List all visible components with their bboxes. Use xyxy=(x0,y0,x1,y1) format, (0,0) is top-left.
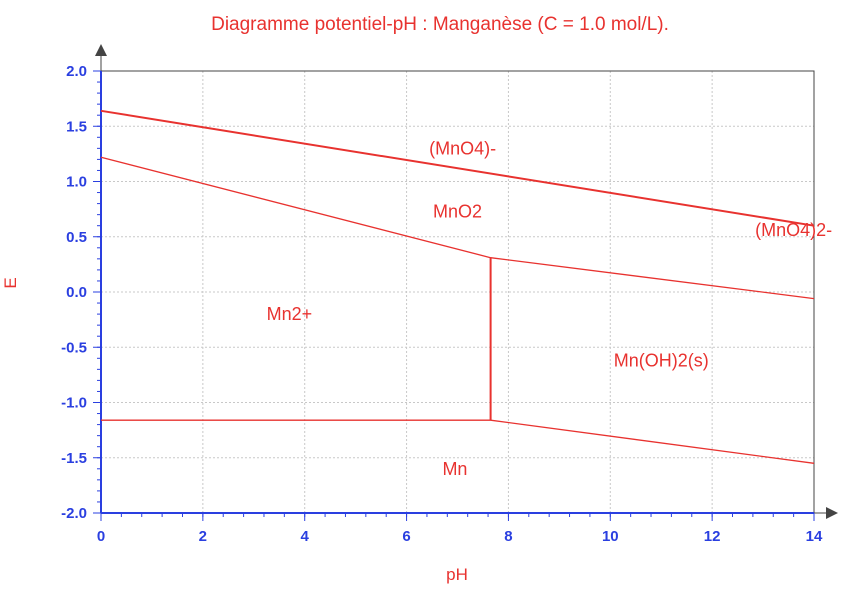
y-axis-label: E xyxy=(1,277,20,288)
x-axis-label: pH xyxy=(446,565,468,584)
y-tick-label: 0.5 xyxy=(66,229,87,246)
x-tick-label: 4 xyxy=(301,528,310,545)
region-label: (MnO4)- xyxy=(429,138,496,158)
y-tick-label: 1.0 xyxy=(66,174,87,191)
regions-layer: (MnO4)- MnO2 (MnO4)2- Mn2+ Mn(OH)2(s) Mn xyxy=(267,138,832,478)
x-tick-label: 2 xyxy=(199,528,207,545)
boundary-line-3 xyxy=(101,419,815,464)
chart-title: Diagramme potentiel-pH : Manganèse (C = … xyxy=(211,14,669,35)
x-tick-label: 14 xyxy=(806,528,823,545)
region-label: (MnO4)2- xyxy=(755,220,832,240)
boundary-line-2 xyxy=(100,156,815,300)
region-label: Mn(OH)2(s) xyxy=(614,351,709,371)
y-tick-label: -1.0 xyxy=(61,395,87,412)
boundary-line-1 xyxy=(100,109,815,227)
y-tick-label: 0.0 xyxy=(66,284,87,301)
region-label: MnO2 xyxy=(433,201,482,221)
x-tick-label: 8 xyxy=(504,528,512,545)
y-axis-arrow-icon xyxy=(95,44,107,56)
x-tick-label: 6 xyxy=(402,528,410,545)
x-tick-label: 0 xyxy=(97,528,105,545)
region-label: Mn2+ xyxy=(267,304,313,324)
y-tick-label: 1.5 xyxy=(66,118,87,135)
grid-layer xyxy=(101,71,814,513)
y-tick-label: -2.0 xyxy=(61,505,87,522)
y-tick-label: -1.5 xyxy=(61,450,87,467)
x-axis-arrow-icon xyxy=(826,507,838,519)
y-tick-label: -0.5 xyxy=(61,339,87,356)
x-tick-label: 10 xyxy=(602,528,619,545)
ticks-layer: 0 2 4 6 8 10 12 14 2.0 1.5 1.0 0.5 0.0 -0.5 -1.0 -1.5 -2… xyxy=(61,63,823,545)
region-label: Mn xyxy=(442,459,467,479)
x-tick-label: 12 xyxy=(704,528,721,545)
y-tick-label: 2.0 xyxy=(66,63,87,80)
series-layer xyxy=(100,109,815,464)
